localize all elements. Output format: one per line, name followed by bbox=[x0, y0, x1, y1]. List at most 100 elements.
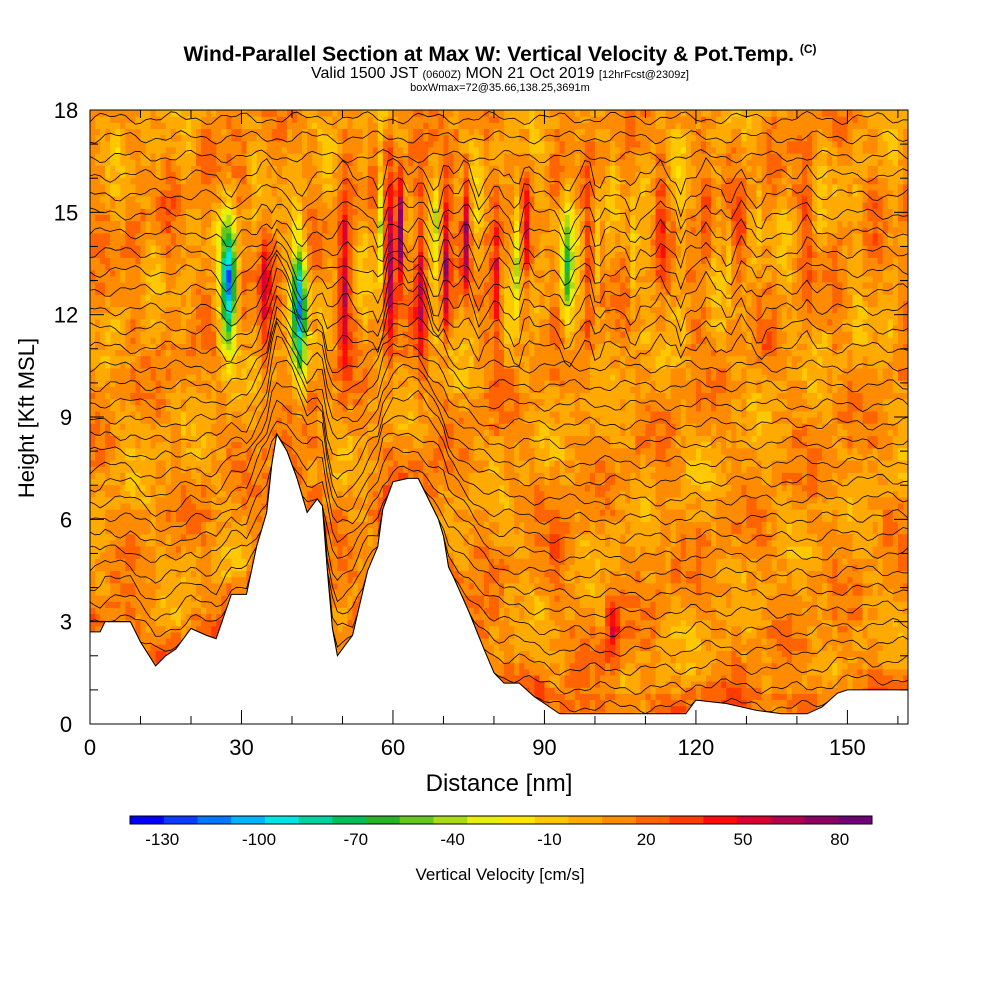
field-cell bbox=[276, 116, 283, 123]
field-cell bbox=[130, 466, 137, 473]
field-cell bbox=[211, 128, 217, 136]
field-cell bbox=[145, 417, 152, 424]
field-cell bbox=[165, 171, 172, 179]
field-cell bbox=[155, 435, 162, 443]
field-cell bbox=[155, 656, 162, 664]
field-cell bbox=[130, 165, 137, 172]
field-cell bbox=[236, 398, 243, 406]
field-cell bbox=[226, 183, 232, 191]
field-cell bbox=[327, 576, 333, 584]
field-cell bbox=[120, 459, 126, 467]
field-cell bbox=[281, 343, 288, 351]
field-cell bbox=[317, 140, 323, 148]
field-cell bbox=[201, 515, 207, 522]
field-cell bbox=[211, 324, 217, 332]
field-cell bbox=[160, 638, 167, 645]
field-cell bbox=[201, 306, 207, 314]
field-cell bbox=[180, 165, 187, 172]
field-cell bbox=[307, 429, 313, 437]
field-cell bbox=[90, 380, 96, 387]
field-cell bbox=[332, 496, 339, 504]
field-cell bbox=[180, 134, 187, 142]
field-cell bbox=[120, 417, 126, 424]
field-cell bbox=[297, 380, 303, 387]
field-cell bbox=[175, 490, 182, 498]
field-cell bbox=[130, 521, 137, 529]
field-cell bbox=[211, 183, 217, 191]
field-cell bbox=[175, 570, 182, 578]
field-cell bbox=[110, 306, 116, 314]
field-cell bbox=[312, 318, 318, 326]
field-cell bbox=[180, 423, 187, 430]
field-cell bbox=[120, 478, 126, 486]
field-cell bbox=[216, 220, 222, 228]
field-cell bbox=[130, 374, 137, 381]
field-cell bbox=[206, 312, 212, 320]
field-cell bbox=[231, 214, 238, 222]
field-cell bbox=[312, 281, 318, 289]
field-cell bbox=[105, 552, 111, 559]
field-cell bbox=[216, 177, 222, 185]
field-cell bbox=[170, 355, 177, 363]
field-cell bbox=[145, 349, 152, 357]
field-cell bbox=[261, 441, 268, 449]
field-cell bbox=[150, 140, 157, 148]
field-cell bbox=[165, 300, 172, 308]
field-cell bbox=[185, 459, 192, 467]
field-cell bbox=[90, 312, 96, 320]
field-cell bbox=[261, 110, 268, 117]
field-cell bbox=[155, 306, 162, 314]
field-cell bbox=[297, 140, 303, 148]
field-cell bbox=[90, 324, 96, 332]
field-cell bbox=[201, 466, 207, 473]
field-cell bbox=[322, 331, 328, 338]
field-cell bbox=[231, 374, 238, 381]
field-cell bbox=[307, 423, 313, 430]
field-cell bbox=[211, 318, 217, 326]
field-cell bbox=[322, 232, 328, 240]
field-cell bbox=[150, 281, 157, 289]
field-cell bbox=[261, 435, 268, 443]
field-cell bbox=[307, 435, 313, 443]
field-cell bbox=[271, 232, 278, 240]
field-cell bbox=[165, 116, 172, 123]
field-cell bbox=[246, 509, 253, 516]
field-cell bbox=[256, 128, 263, 136]
field-cell bbox=[130, 202, 137, 209]
field-cell bbox=[221, 324, 227, 332]
field-cell bbox=[201, 558, 207, 565]
field-cell bbox=[180, 367, 187, 375]
field-cell bbox=[165, 189, 172, 197]
field-cell bbox=[196, 447, 202, 455]
field-cell bbox=[175, 171, 182, 179]
field-cell bbox=[130, 159, 137, 166]
field-cell bbox=[241, 539, 248, 547]
field-cell bbox=[100, 183, 106, 191]
field-cell bbox=[160, 281, 167, 289]
field-cell bbox=[236, 447, 243, 455]
field-cell bbox=[337, 625, 344, 633]
field-cell bbox=[221, 312, 227, 320]
field-cell bbox=[322, 398, 328, 406]
field-cell bbox=[241, 116, 248, 123]
field-cell bbox=[307, 195, 313, 203]
field-cell bbox=[327, 300, 333, 308]
field-cell bbox=[236, 343, 243, 351]
field-cell bbox=[327, 398, 333, 406]
field-cell bbox=[165, 324, 172, 332]
field-cell bbox=[125, 558, 131, 565]
field-cell bbox=[302, 484, 308, 492]
field-cell bbox=[256, 159, 263, 166]
field-cell bbox=[251, 251, 258, 258]
field-cell bbox=[180, 380, 187, 387]
field-cell bbox=[216, 355, 222, 363]
field-cell bbox=[95, 312, 101, 320]
field-cell bbox=[185, 257, 192, 265]
field-cell bbox=[155, 521, 162, 529]
field-cell bbox=[135, 232, 142, 240]
field-cell bbox=[211, 349, 217, 357]
field-cell bbox=[115, 195, 121, 203]
field-cell bbox=[291, 257, 298, 265]
field-cell bbox=[327, 171, 333, 179]
field-cell bbox=[291, 306, 298, 314]
